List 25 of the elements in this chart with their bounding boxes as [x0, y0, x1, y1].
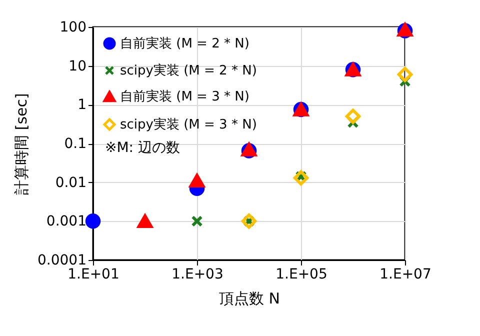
y-tick-label: 0.001: [46, 214, 86, 230]
y-tick-label: 1: [78, 97, 86, 114]
legend-label: 自前実装 (M = 2 * N): [120, 36, 250, 52]
y-tick-label: 10: [68, 58, 86, 74]
y-tick-label: 0.01: [55, 174, 86, 191]
y-tick-label: 0.1: [64, 136, 86, 152]
point: [85, 214, 101, 229]
point: [293, 170, 309, 186]
x-tick-label: 1.E+07: [380, 266, 432, 282]
point: [397, 66, 413, 82]
legend-label: 自前実装 (M = 3 * N): [120, 88, 250, 104]
point: [189, 174, 205, 188]
point: [137, 214, 153, 228]
y-tick-label: 100: [60, 20, 86, 36]
x-tick-label: 1.E+05: [276, 266, 328, 282]
x-tick-label: 1.E+03: [172, 266, 224, 282]
y-axis-title: 計算時間 [sec]: [12, 93, 31, 195]
legend-label: scipy実装 (M = 3 * N): [120, 116, 257, 132]
y-tick-label: 0.0001: [38, 252, 86, 268]
point: [345, 108, 361, 124]
annotation: ※M: 辺の数: [105, 140, 180, 156]
x-axis-title: 頂点数 N: [219, 290, 280, 308]
x-tick-label: 1.E+01: [68, 266, 120, 282]
legend-label: scipy実装 (M = 2 * N): [120, 62, 257, 78]
point: [191, 215, 203, 227]
